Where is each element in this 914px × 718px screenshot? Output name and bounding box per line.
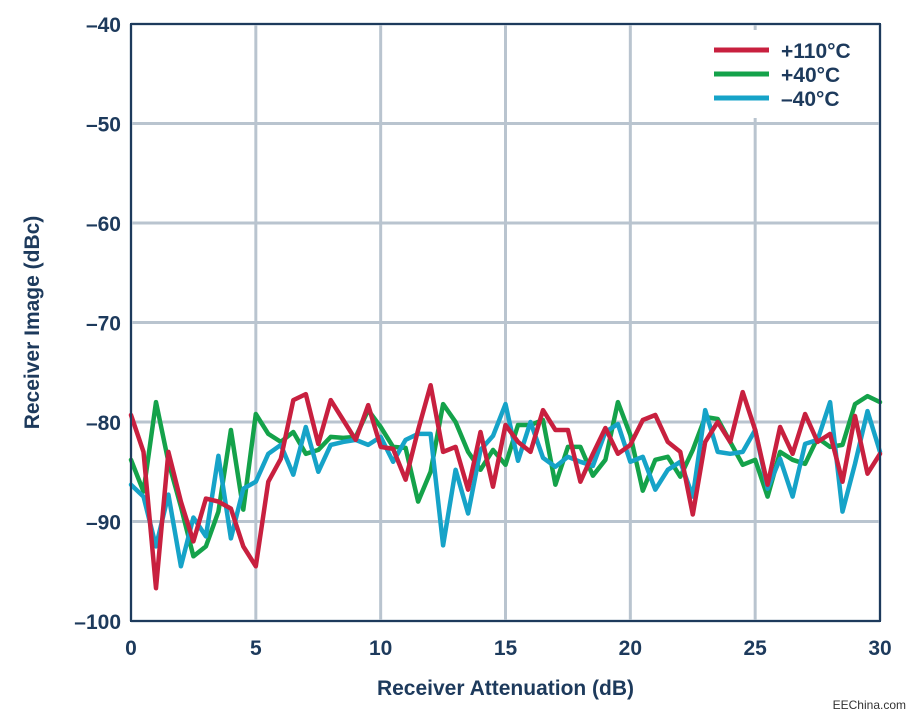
x-tick-label: 0 [125, 637, 137, 660]
series-line-1 [128, 393, 883, 559]
x-tick-label: 20 [619, 637, 642, 660]
y-tick-label: –60 [86, 213, 121, 236]
legend-entry-label: +110°C [781, 40, 851, 63]
legend-entry-label: +40°C [781, 64, 840, 87]
y-axis-label: Receiver Image (dBc) [21, 216, 44, 430]
y-tick-label: –70 [86, 313, 121, 336]
series-lines [128, 382, 883, 591]
x-tick-label: 10 [369, 637, 392, 660]
plot-area-frame [130, 23, 881, 622]
y-tick-label: –100 [74, 611, 121, 634]
y-tick-label: –50 [86, 114, 121, 137]
x-tick-label: 25 [743, 637, 767, 660]
legend-entry-label: –40°C [781, 88, 840, 111]
y-axis-ticks: –100 –90 –80 –70 –60 –50 –40 [74, 14, 121, 634]
series-line-0 [128, 382, 883, 591]
x-tick-label: 15 [494, 637, 518, 660]
watermark-text: EEChina.com [833, 698, 906, 712]
x-axis-ticks: 0 5 10 15 20 25 30 [125, 637, 892, 660]
legend: +110°C+40°C–40°C [700, 30, 878, 118]
y-tick-label: –80 [86, 412, 121, 435]
x-axis-label: Receiver Attenuation (dB) [377, 677, 634, 700]
x-tick-label: 5 [250, 637, 262, 660]
y-tick-label: –90 [86, 512, 121, 535]
x-tick-label: 30 [868, 637, 891, 660]
y-tick-label: –40 [86, 14, 121, 37]
